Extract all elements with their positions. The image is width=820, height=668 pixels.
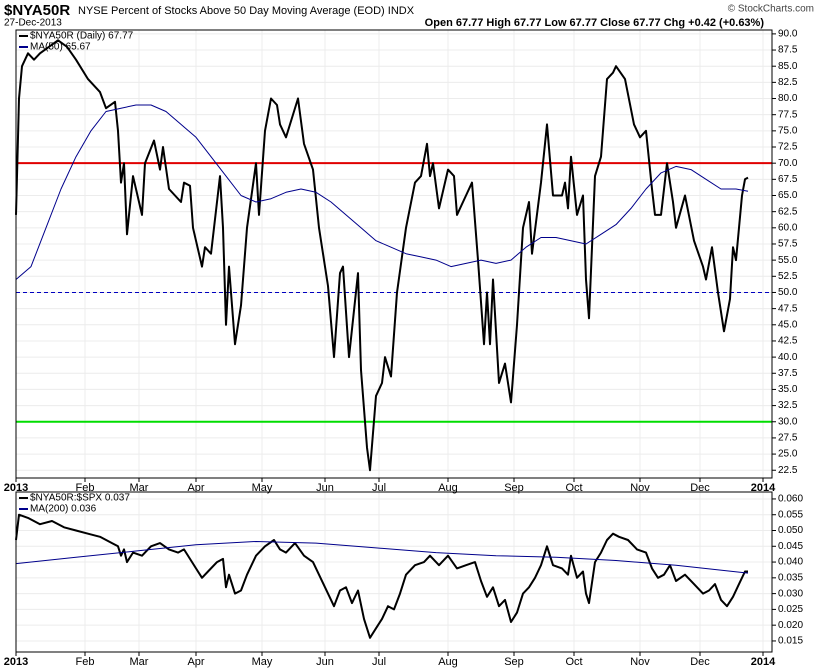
x-tick-label: Dec <box>690 656 710 668</box>
y-tick-label: 0.040 <box>778 557 803 568</box>
y-tick-label: 22.5 <box>778 465 798 476</box>
y-tick-label: 32.5 <box>778 400 798 411</box>
quote: Open 67.77 High 67.77 Low 67.77 Close 67… <box>425 17 765 29</box>
y-tick-label: 72.5 <box>778 142 798 153</box>
legend-label: $NYA50R:$SPX 0.037 <box>30 493 130 504</box>
y-tick-label: 50.0 <box>778 287 798 298</box>
y-tick-label: 42.5 <box>778 336 798 347</box>
y-tick-label: 0.045 <box>778 541 803 552</box>
x-tick-label: Aug <box>438 482 458 494</box>
legend-label: MA(50) 65.67 <box>30 42 91 53</box>
y-tick-label: 35.0 <box>778 384 798 395</box>
y-tick-label: 27.5 <box>778 433 798 444</box>
y-tick-label: 0.035 <box>778 572 803 583</box>
x-tick-label: Jun <box>316 482 334 494</box>
y-tick-label: 87.5 <box>778 45 798 56</box>
y-tick-label: 85.0 <box>778 61 798 72</box>
y-tick-label: 30.0 <box>778 416 798 427</box>
y-tick-label: 67.5 <box>778 174 798 185</box>
y-tick-label: 0.060 <box>778 494 803 505</box>
chart-title: $NYA50R <box>4 2 70 19</box>
plot-frame <box>15 491 773 653</box>
x-tick-label: Aug <box>438 656 458 668</box>
x-tick-label: May <box>252 482 273 494</box>
x-tick-label: Jul <box>372 482 386 494</box>
y-tick-label: 70.0 <box>778 158 798 169</box>
y-tick-label: 52.5 <box>778 271 798 282</box>
y-tick-label: 25.0 <box>778 449 798 460</box>
x-tick-label: Feb <box>76 482 95 494</box>
y-tick-label: 0.050 <box>778 525 803 536</box>
x-tick-label: May <box>252 656 273 668</box>
y-tick-label: 57.5 <box>778 239 798 250</box>
plot-frame <box>15 29 773 479</box>
y-tick-label: 80.0 <box>778 93 798 104</box>
y-tick-label: 45.0 <box>778 319 798 330</box>
y-tick-label: 55.0 <box>778 255 798 266</box>
x-tick-label: Nov <box>630 656 650 668</box>
y-tick-label: 0.055 <box>778 509 803 520</box>
y-tick-label: 37.5 <box>778 368 798 379</box>
y-tick-label: 47.5 <box>778 303 798 314</box>
data-line <box>15 39 749 472</box>
y-tick-label: 0.030 <box>778 588 803 599</box>
x-tick-label: 2013 <box>4 656 28 668</box>
x-tick-label: Mar <box>130 656 149 668</box>
x-tick-label: Apr <box>187 482 204 494</box>
chart-subtitle: NYSE Percent of Stocks Above 50 Day Movi… <box>78 5 415 17</box>
y-tick-label: 0.015 <box>778 636 803 647</box>
date: 27-Dec-2013 <box>4 18 62 29</box>
x-tick-label: Feb <box>76 656 95 668</box>
x-tick-label: Apr <box>187 656 204 668</box>
x-tick-label: Sep <box>504 482 524 494</box>
y-tick-label: 62.5 <box>778 206 798 217</box>
x-tick-label: 2014 <box>751 482 776 494</box>
y-tick-label: 0.020 <box>778 620 803 631</box>
x-tick-label: Oct <box>565 482 582 494</box>
x-tick-label: Mar <box>130 482 149 494</box>
x-tick-label: Dec <box>690 482 710 494</box>
x-tick-label: Oct <box>565 656 582 668</box>
y-tick-label: 65.0 <box>778 190 798 201</box>
legend-label: MA(200) 0.036 <box>30 504 97 515</box>
y-tick-label: 75.0 <box>778 125 798 136</box>
x-tick-label: Jul <box>372 656 386 668</box>
legend-label: $NYA50R (Daily) 67.77 <box>30 31 134 42</box>
data-line <box>15 104 749 280</box>
y-tick-label: 0.025 <box>778 604 803 615</box>
x-tick-label: 2013 <box>4 482 28 494</box>
y-tick-label: 90.0 <box>778 29 798 40</box>
y-tick-label: 82.5 <box>778 77 798 88</box>
y-tick-label: 60.0 <box>778 222 798 233</box>
y-tick-label: 77.5 <box>778 109 798 120</box>
x-tick-label: 2014 <box>751 656 776 668</box>
data-line <box>15 513 748 639</box>
x-tick-label: Sep <box>504 656 524 668</box>
x-tick-label: Jun <box>316 656 334 668</box>
credit: © StockCharts.com <box>728 4 814 15</box>
y-tick-label: 40.0 <box>778 352 798 363</box>
data-line <box>15 541 749 574</box>
x-tick-label: Nov <box>630 482 650 494</box>
